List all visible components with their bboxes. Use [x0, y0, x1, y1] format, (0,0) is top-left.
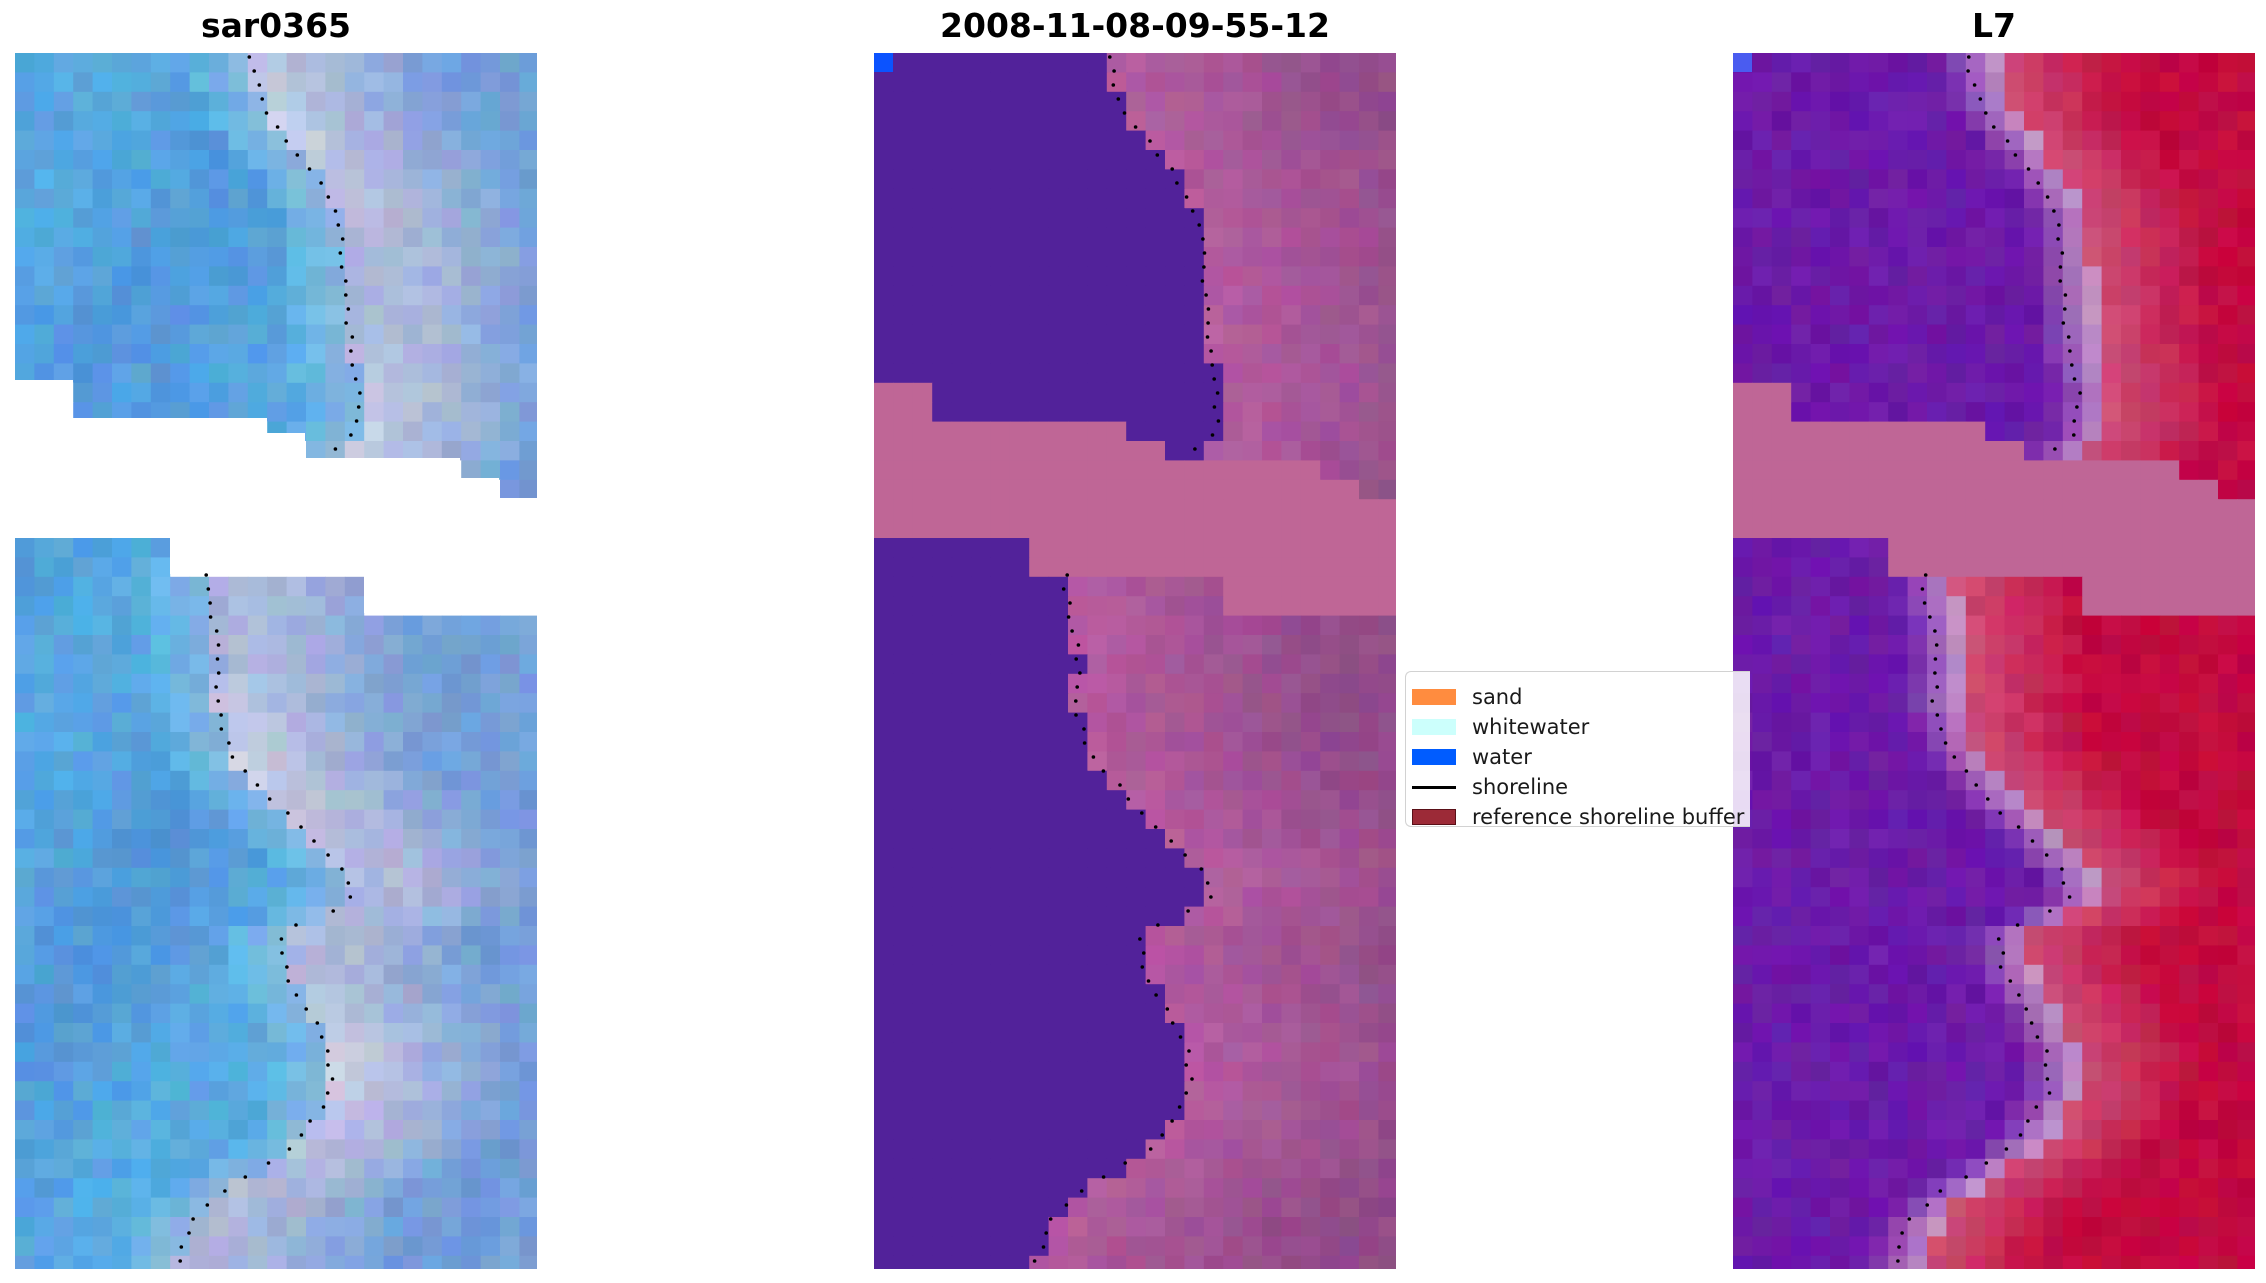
legend-item-shoreline: shoreline [1412, 772, 1568, 802]
legend: sand whitewater water shoreline referenc… [1405, 671, 1750, 827]
legend-swatch-whitewater [1412, 719, 1456, 735]
panel-title-rgb: sar0365 [200, 6, 352, 45]
panel-title-classification: 2008-11-08-09-55-12 [940, 6, 1330, 45]
legend-label-sand: sand [1472, 685, 1523, 709]
legend-item-whitewater: whitewater [1412, 712, 1589, 742]
legend-swatch-reference-buffer [1412, 809, 1456, 825]
legend-line-shoreline [1412, 785, 1456, 789]
legend-item-sand: sand [1412, 682, 1522, 712]
legend-item-reference-buffer: reference shoreline buffer [1412, 802, 1745, 827]
l7-index-image [1733, 53, 2255, 1269]
rgb-image-panel [15, 53, 537, 1269]
legend-swatch-water [1412, 749, 1456, 765]
l7-image-panel [1733, 53, 2255, 1269]
legend-label-whitewater: whitewater [1472, 715, 1590, 739]
classification-image [874, 53, 1396, 1269]
rgb-image [15, 53, 537, 1269]
legend-label-reference-buffer: reference shoreline buffer [1472, 805, 1745, 827]
legend-label-water: water [1472, 745, 1532, 769]
panel-title-ndwi: L7 [1972, 6, 2016, 45]
legend-label-shoreline: shoreline [1472, 775, 1569, 799]
legend-item-water: water [1412, 742, 1532, 772]
classification-image-panel [874, 53, 1396, 1269]
legend-swatch-sand [1412, 689, 1456, 705]
